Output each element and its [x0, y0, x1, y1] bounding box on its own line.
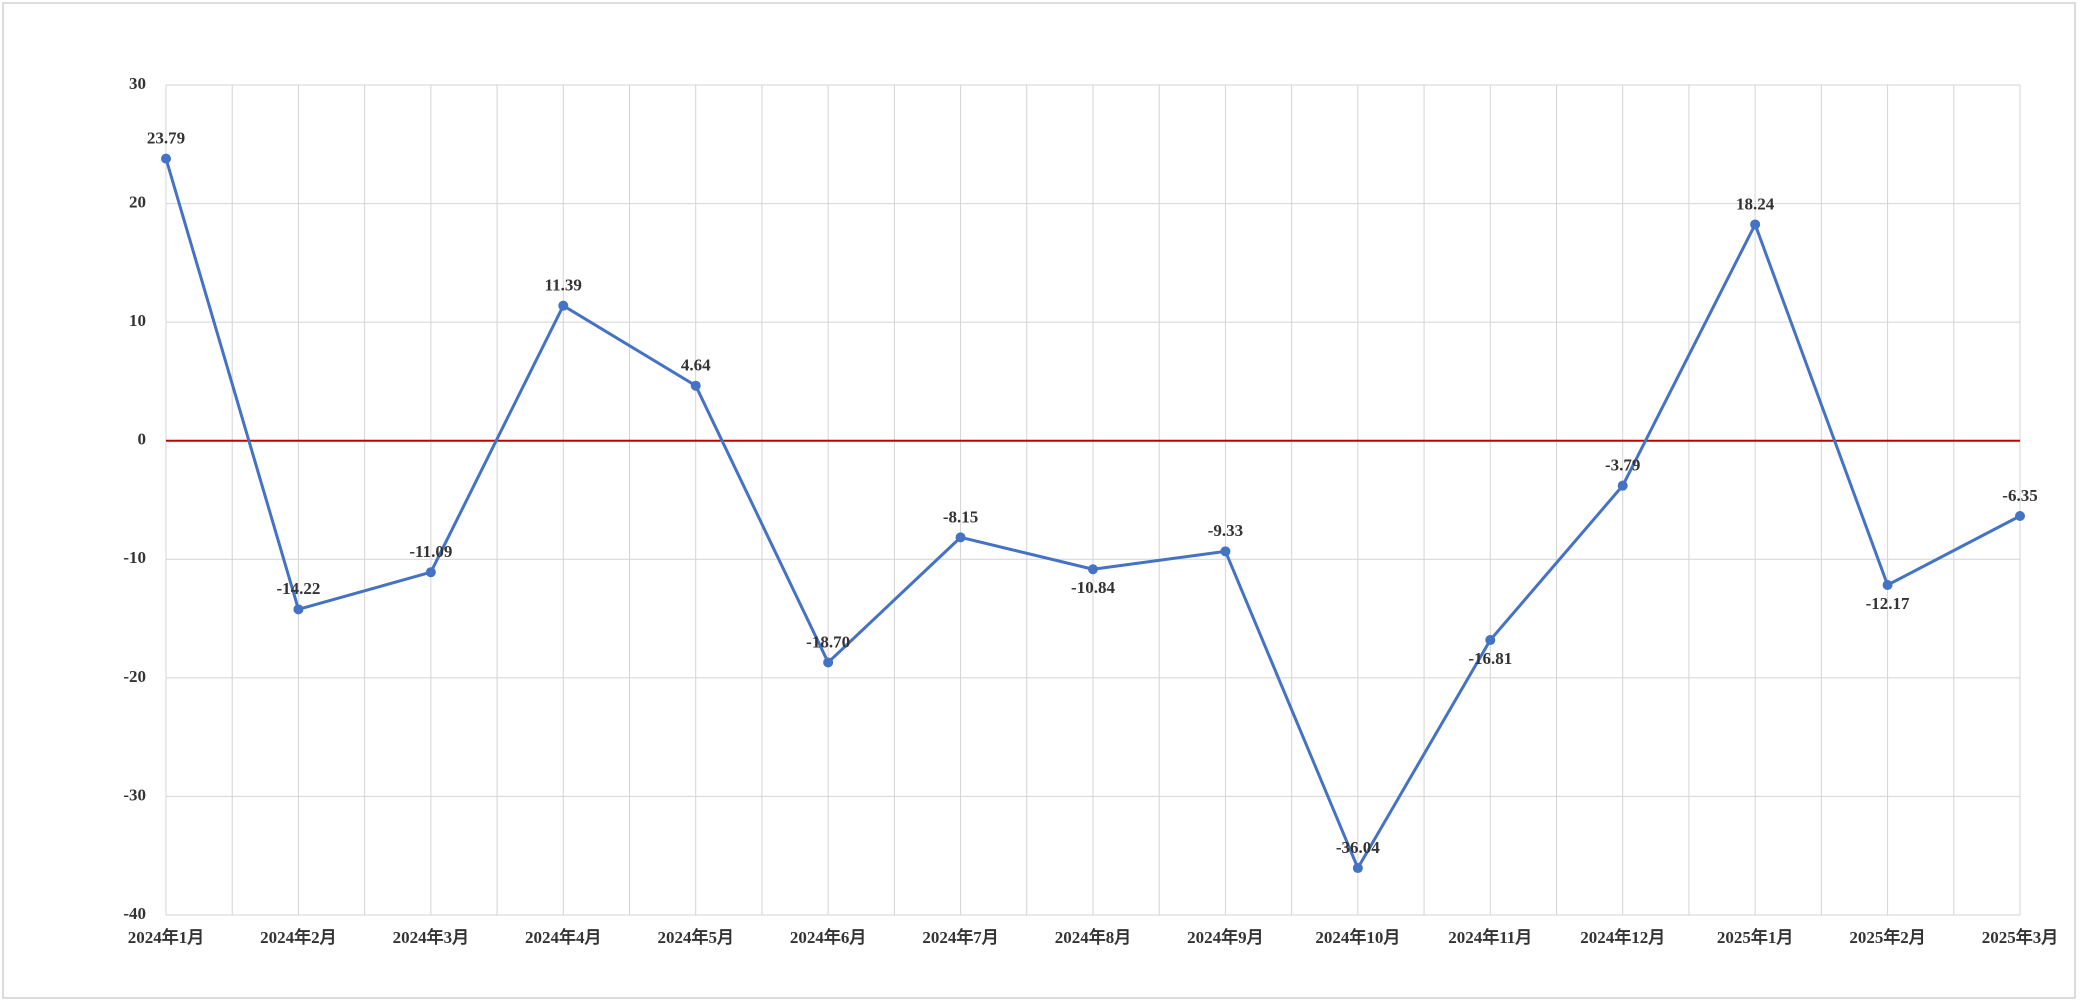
y-tick-label: -10: [123, 548, 146, 567]
x-tick-label: 2024年11月: [1448, 927, 1532, 947]
x-tick-label: 2024年2月: [260, 927, 337, 947]
data-label: -18.70: [806, 632, 850, 651]
x-tick-label: 2024年6月: [790, 927, 867, 947]
point: [690, 380, 701, 391]
point: [2015, 511, 2025, 522]
data-label: -16.81: [1468, 649, 1512, 668]
data-label: -9.33: [1208, 521, 1243, 540]
x-tick-label: 2024年8月: [1055, 927, 1132, 947]
point: [425, 567, 436, 578]
x-tick-label: 2025年2月: [1849, 927, 1926, 947]
y-tick-label: -20: [123, 667, 146, 686]
x-tick-label: 2025年1月: [1717, 927, 1794, 947]
x-tick-label: 2025年3月: [1982, 927, 2059, 947]
x-tick-label: 2024年7月: [922, 927, 999, 947]
point: [1352, 863, 1363, 874]
x-tick-label: 2024年9月: [1187, 927, 1264, 947]
point: [1882, 580, 1893, 591]
point: [1485, 635, 1496, 646]
point: [1750, 219, 1761, 230]
y-tick-label: -40: [123, 904, 146, 923]
y-tick-label: 10: [129, 311, 146, 330]
data-label: -11.09: [409, 542, 452, 561]
point: [558, 300, 569, 311]
x-tick-label: 2024年1月: [128, 927, 205, 947]
data-label: -10.84: [1071, 578, 1115, 597]
point: [955, 532, 966, 543]
point: [1617, 480, 1628, 491]
x-tick-label: 2024年5月: [657, 927, 734, 947]
x-tick-label: 2024年3月: [393, 927, 470, 947]
y-tick-label: 20: [129, 192, 146, 211]
x-tick-label: 2024年12月: [1580, 927, 1665, 947]
x-tick-label: 2024年4月: [525, 927, 602, 947]
point: [161, 153, 171, 164]
data-label: 18.24: [1736, 194, 1775, 213]
y-tick-label: 30: [129, 74, 146, 93]
data-label: 23.79: [147, 129, 185, 148]
data-label: -8.15: [943, 507, 978, 526]
data-label: -14.22: [276, 579, 320, 598]
point: [293, 604, 304, 615]
data-label: -3.79: [1605, 456, 1640, 475]
y-tick-label: -30: [123, 785, 146, 804]
point: [1220, 546, 1231, 557]
data-label: -12.17: [1866, 594, 1910, 613]
point: [823, 657, 834, 668]
data-label: -36.04: [1336, 838, 1380, 857]
data-label: -6.35: [2002, 486, 2037, 505]
y-tick-label: 0: [138, 430, 147, 449]
point: [1088, 564, 1098, 575]
data-label: 4.64: [681, 356, 711, 375]
x-tick-label: 2024年10月: [1315, 927, 1400, 947]
data-label: 11.39: [545, 276, 582, 295]
